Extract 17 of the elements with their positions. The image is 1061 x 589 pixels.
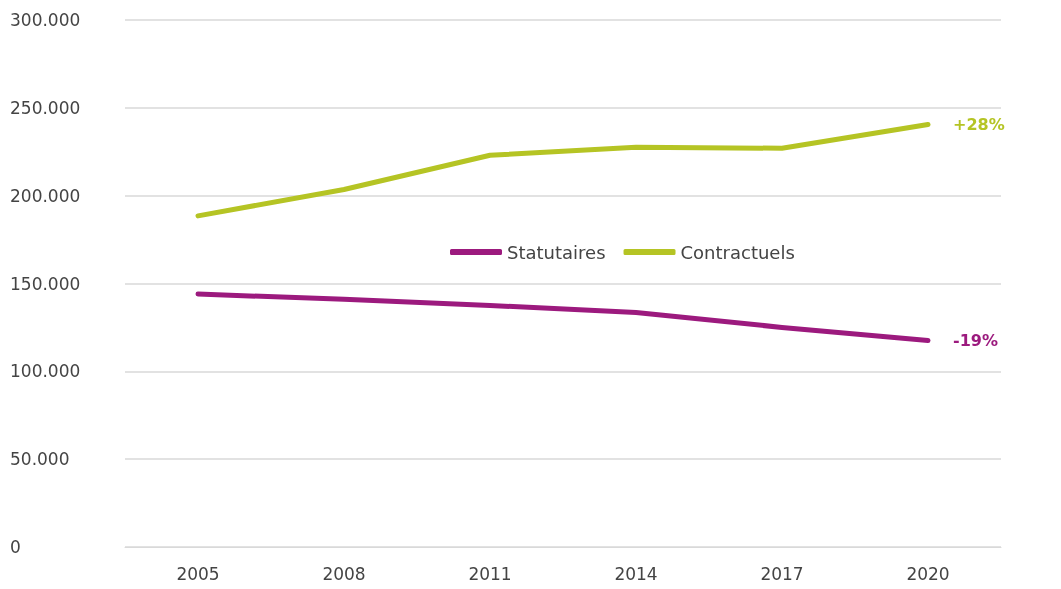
y-tick-label: 300.000 [10, 10, 81, 30]
y-tick-label: 150.000 [10, 273, 81, 294]
annotation: -19% [953, 331, 998, 351]
y-tick-label: 50.000 [10, 449, 70, 470]
x-tick-label: 2014 [614, 563, 658, 584]
legend-label: Statutaires [507, 241, 606, 263]
x-tick-label: 2005 [176, 563, 220, 584]
x-tick-label: 2008 [322, 563, 366, 584]
legend-label: Contractuels [680, 241, 795, 263]
y-tick-label: 200.000 [10, 185, 81, 206]
x-tick-label: 2011 [468, 563, 512, 584]
y-tick-label: 0 [10, 537, 21, 557]
x-tick-label: 2017 [760, 563, 804, 584]
annotation: +28% [953, 115, 1005, 135]
y-tick-label: 100.000 [10, 361, 81, 382]
x-tick-label: 2020 [906, 563, 950, 584]
y-tick-label: 250.000 [10, 97, 81, 118]
